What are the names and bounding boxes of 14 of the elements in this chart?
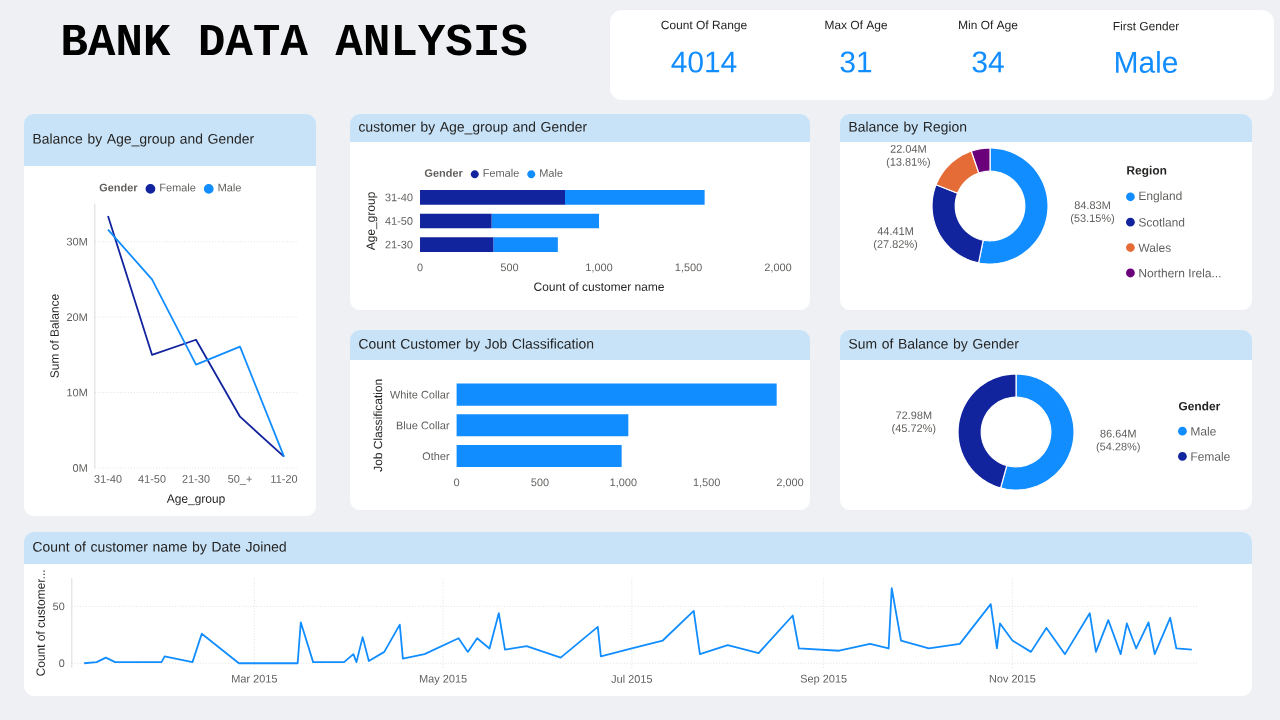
bar (420, 237, 494, 252)
bar (420, 213, 492, 229)
bar (456, 414, 629, 437)
bar (493, 237, 558, 252)
text: 31 (840, 51, 872, 73)
text: 4014 (671, 51, 737, 73)
bar (420, 190, 565, 205)
text: 34 (972, 51, 1004, 73)
text: BANK DATA ANLYSIS (63, 24, 527, 56)
bar (491, 213, 600, 229)
bar (565, 190, 705, 205)
bar (456, 444, 622, 468)
bar (456, 383, 777, 406)
text: Male (1116, 51, 1178, 73)
